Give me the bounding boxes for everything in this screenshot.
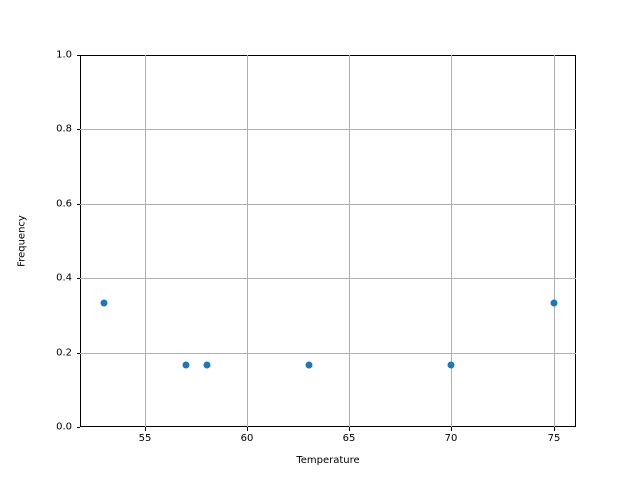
x-tick-mark xyxy=(247,427,248,431)
y-gridline xyxy=(80,278,576,279)
y-tick-label: 1.0 xyxy=(56,49,72,61)
x-tick-mark xyxy=(145,427,146,431)
y-tick-label: 0.8 xyxy=(56,123,72,135)
y-axis-label: Frequency xyxy=(16,215,28,267)
x-gridline xyxy=(145,55,146,427)
y-tick-mark xyxy=(76,55,80,56)
x-tick-mark xyxy=(554,427,555,431)
scatter-point xyxy=(203,361,211,369)
x-tick-label: 75 xyxy=(547,433,561,444)
y-tick-mark xyxy=(76,204,80,205)
x-gridline xyxy=(554,55,555,427)
plot-axes xyxy=(80,55,576,427)
y-tick-label: 0.4 xyxy=(56,272,72,284)
scatter-point xyxy=(550,299,558,307)
scatter-point xyxy=(182,361,190,369)
x-tick-mark xyxy=(349,427,350,431)
y-tick-label: 0.0 xyxy=(56,421,72,433)
y-tick-mark xyxy=(76,278,80,279)
x-tick-label: 60 xyxy=(240,433,254,444)
x-gridline xyxy=(451,55,452,427)
y-tick-mark xyxy=(76,427,80,428)
x-tick-label: 70 xyxy=(444,433,458,444)
scatter-point xyxy=(305,361,313,369)
y-tick-mark xyxy=(76,353,80,354)
y-tick-label: 0.2 xyxy=(56,347,72,359)
y-tick-label: 0.6 xyxy=(56,198,72,210)
x-tick-mark xyxy=(451,427,452,431)
x-tick-label: 55 xyxy=(138,433,152,444)
x-gridline xyxy=(247,55,248,427)
x-tick-label: 65 xyxy=(342,433,356,444)
scatter-point xyxy=(100,299,108,307)
y-tick-mark xyxy=(76,129,80,130)
x-gridline xyxy=(349,55,350,427)
scatter-point xyxy=(447,361,455,369)
y-gridline xyxy=(80,353,576,354)
y-gridline xyxy=(80,204,576,205)
x-axis-label: Temperature xyxy=(296,455,360,466)
y-gridline xyxy=(80,129,576,130)
